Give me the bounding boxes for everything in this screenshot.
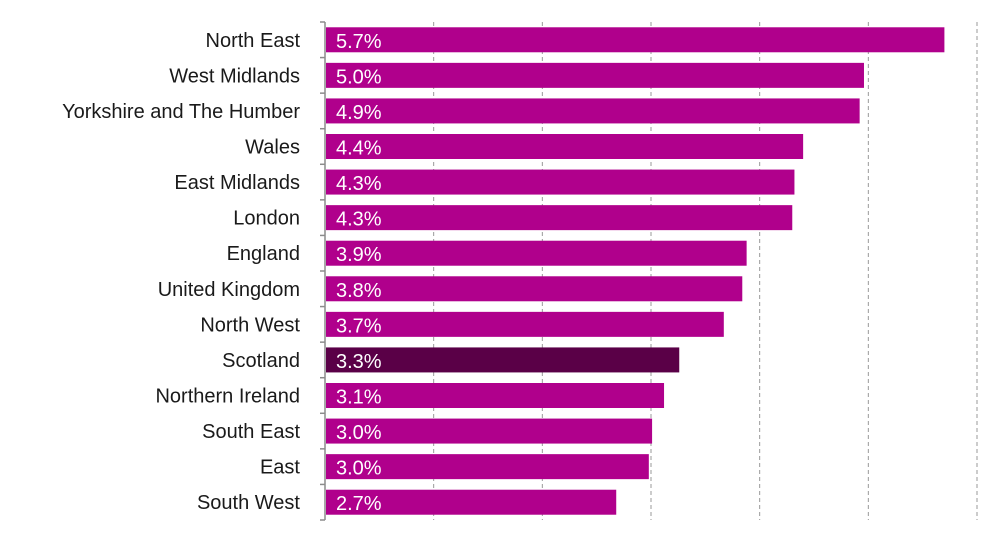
gridlines bbox=[433, 22, 978, 520]
category-label: Yorkshire and The Humber bbox=[62, 101, 300, 123]
bars bbox=[326, 27, 945, 515]
category-label: North West bbox=[200, 314, 300, 336]
bar bbox=[326, 240, 747, 266]
category-label: England bbox=[227, 243, 300, 265]
data-label: 5.7% bbox=[336, 31, 382, 53]
bar bbox=[326, 205, 793, 231]
data-label: 4.9% bbox=[336, 102, 382, 124]
category-labels: North East West Midlands Yorkshire and The… bbox=[62, 30, 300, 514]
category-label: North East bbox=[206, 30, 301, 52]
category-label: Wales bbox=[245, 137, 300, 159]
data-label: 2.7% bbox=[336, 493, 382, 515]
bar bbox=[326, 489, 617, 515]
bar bbox=[326, 27, 945, 53]
bar bbox=[326, 454, 649, 480]
data-label: 4.3% bbox=[336, 173, 382, 195]
data-label: 3.7% bbox=[336, 315, 382, 337]
bar bbox=[326, 134, 804, 159]
bar bbox=[326, 418, 653, 444]
value-labels: 5.7% 5.0% 4.9% 4.4% 4.3% 4.3% 3.9% 3.8% 3.7% 3.3%… bbox=[336, 31, 382, 515]
bar bbox=[326, 383, 665, 408]
bar bbox=[326, 98, 860, 124]
data-label: 4.4% bbox=[336, 138, 382, 160]
data-label: 4.3% bbox=[336, 209, 382, 231]
category-label: Northern Ireland bbox=[155, 386, 300, 408]
bar bbox=[326, 311, 724, 337]
y-axis bbox=[320, 21, 326, 521]
category-label: United Kingdom bbox=[158, 279, 300, 301]
data-label: 3.9% bbox=[336, 244, 382, 266]
data-label: 3.8% bbox=[336, 280, 382, 302]
data-label: 3.0% bbox=[336, 422, 382, 444]
category-label: South West bbox=[197, 492, 300, 514]
category-label: South East bbox=[202, 421, 300, 443]
category-label: East Midlands bbox=[174, 172, 300, 194]
data-label: 5.0% bbox=[336, 66, 382, 88]
bar bbox=[326, 347, 680, 373]
data-label: 3.3% bbox=[336, 351, 382, 373]
category-label: West Midlands bbox=[169, 65, 300, 87]
category-label: Scotland bbox=[222, 350, 300, 372]
category-label: London bbox=[233, 208, 300, 230]
data-label: 3.1% bbox=[336, 387, 382, 409]
data-label: 3.0% bbox=[336, 458, 382, 480]
bar bbox=[326, 62, 864, 88]
bar bbox=[326, 276, 743, 302]
category-label: East bbox=[260, 457, 300, 479]
bar bbox=[326, 169, 795, 195]
